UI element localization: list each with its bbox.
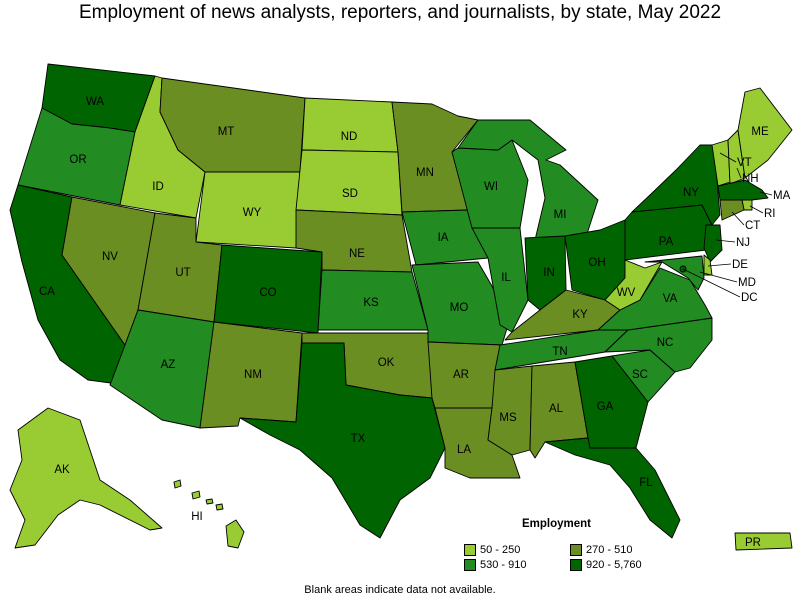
label-PA: PA <box>659 236 674 248</box>
label-MI: MI <box>554 209 567 221</box>
label-NH: NH <box>742 173 759 185</box>
state-SD[interactable] <box>295 149 403 216</box>
map-title: Employment of news analysts, reporters, … <box>78 2 722 23</box>
state-PR[interactable] <box>734 532 793 551</box>
label-NC: NC <box>657 337 674 349</box>
label-MO: MO <box>450 302 469 314</box>
state-ME[interactable] <box>737 87 793 179</box>
label-WI: WI <box>484 181 498 193</box>
label-SD: SD <box>342 188 358 200</box>
legend-swatch-4 <box>570 559 582 571</box>
label-KY: KY <box>572 309 588 321</box>
label-LA: LA <box>457 444 471 456</box>
label-AK: AK <box>54 464 70 476</box>
state-FL[interactable] <box>544 437 681 539</box>
legend-item-3: 530 - 910 <box>464 559 570 571</box>
legend-swatch-3 <box>464 559 476 571</box>
label-IA: IA <box>438 232 449 244</box>
label-KS: KS <box>363 297 379 309</box>
state-PA[interactable] <box>624 204 713 261</box>
label-MN: MN <box>416 167 434 179</box>
state-WV[interactable] <box>604 259 663 311</box>
state-ND[interactable] <box>301 97 399 153</box>
label-MD: MD <box>738 277 756 289</box>
label-VA: VA <box>663 293 678 305</box>
label-NJ: NJ <box>736 237 750 249</box>
state-MO[interactable] <box>411 261 509 346</box>
label-TN: TN <box>552 346 567 358</box>
leader-MD <box>699 271 738 283</box>
label-SC: SC <box>632 369 648 381</box>
footnote: Blank areas indicate data not available. <box>304 584 496 596</box>
label-WV: WV <box>617 287 636 299</box>
leader-NH <box>736 167 742 179</box>
legend-label-4: 920 - 5,760 <box>586 559 642 571</box>
legend-item-4: 920 - 5,760 <box>570 559 690 571</box>
label-UT: UT <box>175 267 190 279</box>
label-NY: NY <box>683 187 699 199</box>
label-PR: PR <box>745 537 761 549</box>
label-OR: OR <box>69 154 86 166</box>
label-AZ: AZ <box>161 359 176 371</box>
label-ID: ID <box>152 181 164 193</box>
legend-title: Employment <box>522 518 592 530</box>
leader-DE <box>707 263 732 267</box>
label-WY: WY <box>243 207 262 219</box>
legend-swatch-2 <box>570 544 582 556</box>
label-CA: CA <box>39 286 55 298</box>
label-FL: FL <box>639 477 653 489</box>
label-MS: MS <box>499 412 517 424</box>
leader-MA <box>759 191 773 196</box>
state-CT[interactable] <box>719 199 745 221</box>
state-MS[interactable] <box>487 365 533 456</box>
label-DE: DE <box>732 259 748 271</box>
legend-label-3: 530 - 910 <box>480 559 527 571</box>
label-VT: VT <box>737 157 752 169</box>
label-NM: NM <box>244 369 262 381</box>
state-MD[interactable] <box>644 255 705 291</box>
leader-RI <box>749 205 764 214</box>
label-MA: MA <box>773 190 791 202</box>
label-NE: NE <box>349 248 365 260</box>
label-MT: MT <box>218 126 235 138</box>
label-ME: ME <box>751 126 769 138</box>
label-OH: OH <box>588 257 605 269</box>
state-TX[interactable] <box>239 342 446 539</box>
label-OK: OK <box>378 357 395 369</box>
label-RI: RI <box>764 208 776 220</box>
leader-CT <box>731 211 745 226</box>
label-ND: ND <box>341 131 358 143</box>
label-GA: GA <box>597 401 614 413</box>
leader-NJ <box>715 239 736 243</box>
label-TX: TX <box>351 433 366 445</box>
label-DC: DC <box>741 292 758 304</box>
label-IL: IL <box>501 272 511 284</box>
label-AL: AL <box>549 403 564 415</box>
leader-DC <box>682 268 741 298</box>
label-HI: HI <box>191 511 203 523</box>
legend-item-2: 270 - 510 <box>570 544 690 556</box>
label-CO: CO <box>259 287 276 299</box>
legend: Employment 50 - 250 270 - 510 530 - 910 … <box>464 518 694 571</box>
map-labels: WA OR CA ID NV MT WY UT AZ CO NM ND SD N… <box>39 96 791 549</box>
state-HI[interactable] <box>173 479 245 549</box>
label-NV: NV <box>102 251 118 263</box>
label-AR: AR <box>453 369 469 381</box>
legend-item-1: 50 - 250 <box>464 544 570 556</box>
legend-label-1: 50 - 250 <box>480 544 521 556</box>
state-AK[interactable] <box>9 407 163 549</box>
legend-label-2: 270 - 510 <box>586 544 633 556</box>
label-WA: WA <box>86 96 104 108</box>
leader-VT <box>719 152 737 163</box>
label-IN: IN <box>543 267 555 279</box>
legend-swatch-1 <box>464 544 476 556</box>
state-NJ[interactable] <box>703 224 723 263</box>
label-CT: CT <box>745 220 760 232</box>
